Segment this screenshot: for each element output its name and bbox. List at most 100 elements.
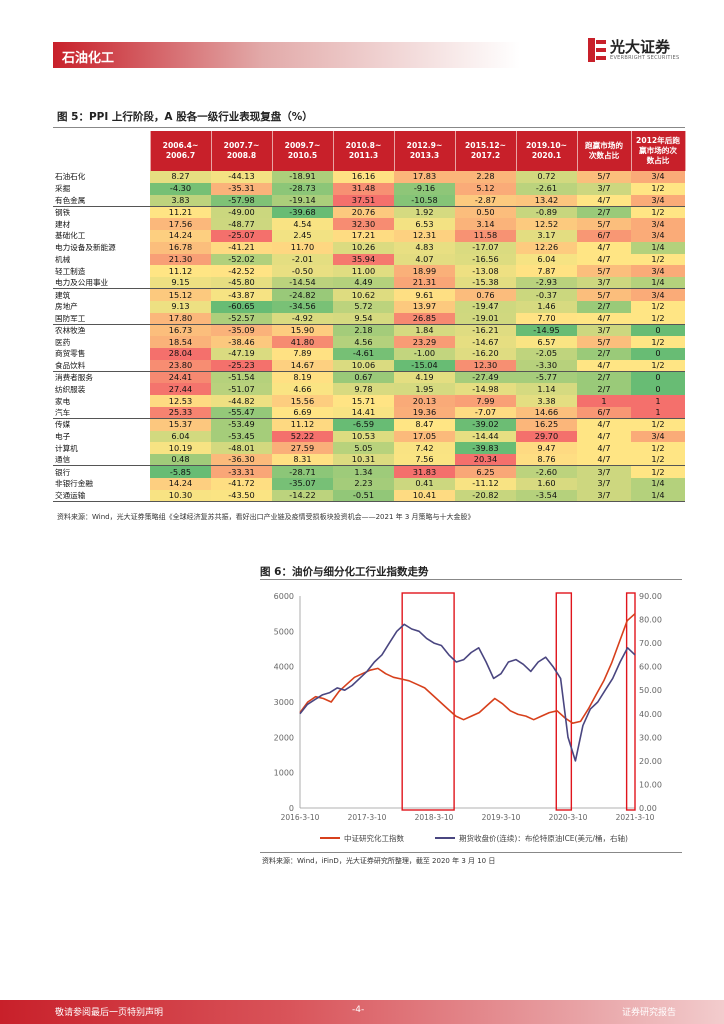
win-ratio-2012-cell: 0 (631, 323, 685, 337)
win-ratio-2012-cell: 1/4 (631, 489, 685, 502)
return-cell: 10.06 (333, 359, 394, 372)
table-row: 银行 -5.85 -33.31 -28.71 1.34 31.83 6.25 -2.60 3/7… (53, 465, 685, 478)
x-tick-label: 2021-3-10 (616, 813, 655, 822)
return-cell: 11.58 (455, 229, 516, 242)
return-cell: -51.54 (211, 371, 272, 384)
return-cell: 12.31 (394, 229, 455, 242)
table-row: 石油石化 8.27 -44.13 -18.91 16.16 17.83 2.28 0.72 5/… (53, 171, 685, 183)
return-cell: 7.56 (394, 454, 455, 466)
return-cell: -3.54 (516, 489, 577, 502)
win-ratio-cell: 2/7 (577, 205, 631, 219)
return-cell: 16.16 (333, 171, 394, 183)
figure6-rule (260, 579, 682, 580)
industry-name: 电力设备及新能源 (53, 241, 150, 254)
return-cell: 21.31 (394, 277, 455, 289)
return-cell: -60.65 (211, 300, 272, 313)
return-cell: 12.52 (516, 218, 577, 230)
win-ratio-cell: 6/7 (577, 229, 631, 242)
return-cell: -28.71 (272, 465, 333, 478)
return-cell: 21.30 (150, 253, 211, 266)
x-tick-label: 2016-3-10 (281, 813, 320, 822)
table-row: 食品饮料 23.80 -25.23 14.67 10.06 -15.04 12.30 -3.3… (53, 359, 685, 372)
return-cell: 52.22 (272, 430, 333, 443)
win-ratio-cell: 4/7 (577, 454, 631, 466)
industry-name: 机械 (53, 253, 150, 266)
return-cell: -39.02 (455, 418, 516, 431)
win-ratio-cell: 4/7 (577, 312, 631, 325)
win-ratio-cell: 3/7 (577, 277, 631, 289)
return-cell: 12.53 (150, 395, 211, 407)
return-cell: -43.87 (211, 288, 272, 301)
return-cell: 16.78 (150, 241, 211, 254)
return-cell: -36.30 (211, 454, 272, 466)
table-row: 钢铁 11.21 -49.00 -39.68 20.76 1.92 0.50 -0.89 2/7… (53, 205, 685, 219)
return-cell: 12.30 (455, 359, 516, 372)
win-ratio-2012-cell: 0 (631, 371, 685, 384)
industry-name: 汽车 (53, 406, 150, 419)
table-row: 机械 21.30 -52.02 -2.01 35.94 4.07 -16.56 6.04 4/7… (53, 253, 685, 266)
return-cell: -41.21 (211, 241, 272, 254)
section-label: 石油化工 (62, 51, 115, 66)
table-row: 电子 6.04 -53.45 52.22 10.53 17.05 -14.44 29.70 4/… (53, 430, 685, 443)
win-ratio-2012-cell: 3/4 (631, 194, 685, 207)
return-cell: 17.05 (394, 430, 455, 443)
table-row: 电力及公用事业 9.15 -45.80 -14.54 4.49 21.31 -15.38 -2… (53, 277, 685, 289)
return-cell: 1.34 (333, 465, 394, 478)
logo-subtitle: EVERBRIGHT SECURITIES (610, 55, 680, 61)
return-cell: 10.62 (333, 288, 394, 301)
return-cell: -16.20 (455, 347, 516, 360)
return-cell: -47.19 (211, 347, 272, 360)
return-cell: -5.85 (150, 465, 211, 478)
return-cell: 3.83 (150, 194, 211, 207)
win-ratio-2012-cell: 1 (631, 395, 685, 407)
return-cell: 41.80 (272, 336, 333, 348)
figure5-source: 资料来源：Wind，光大证券策略组《全球经济复苏共振，看好出口产业链及疫情受损板… (57, 513, 475, 521)
return-cell: -2.87 (455, 194, 516, 207)
x-tick-label: 2017-3-10 (348, 813, 387, 822)
return-cell: 3.38 (516, 395, 577, 407)
return-cell: 0.76 (455, 288, 516, 301)
return-cell: 0.50 (455, 205, 516, 219)
return-cell: -7.07 (455, 406, 516, 419)
return-cell: -14.22 (272, 489, 333, 502)
industry-name: 房地产 (53, 300, 150, 313)
return-cell: -19.01 (455, 312, 516, 325)
chart-area: 0 1000 2000 3000 4000 5000 6000 0.00 10.00 20.00 3… (260, 580, 682, 850)
win-ratio-cell: 4/7 (577, 418, 631, 431)
right-tick-label: 20.00 (639, 757, 662, 766)
return-cell: -2.05 (516, 347, 577, 360)
win-ratio-cell: 5/7 (577, 218, 631, 230)
win-ratio-cell: 6/7 (577, 406, 631, 419)
return-cell: 10.26 (333, 241, 394, 254)
return-cell: -48.01 (211, 442, 272, 455)
return-cell: 5.05 (333, 442, 394, 455)
table-row: 基础化工 14.24 -25.07 2.45 17.21 12.31 11.58 3.17 6/… (53, 229, 685, 242)
return-cell: 5.12 (455, 182, 516, 195)
industry-name: 传媒 (53, 418, 150, 431)
return-cell: -53.45 (211, 430, 272, 443)
table-row: 通信 0.48 -36.30 8.31 10.31 7.56 20.34 8.76 4/7 1/2 (53, 454, 685, 466)
win-ratio-2012-cell: 3/4 (631, 288, 685, 301)
right-tick-label: 30.00 (639, 733, 662, 742)
right-tick-label: 90.00 (639, 592, 662, 601)
return-cell: 35.94 (333, 253, 394, 266)
return-cell: 8.19 (272, 371, 333, 384)
return-cell: 23.80 (150, 359, 211, 372)
win-ratio-2012-cell: 3/4 (631, 229, 685, 242)
return-cell: 4.54 (272, 218, 333, 230)
return-cell: 17.56 (150, 218, 211, 230)
win-ratio-cell: 4/7 (577, 430, 631, 443)
return-cell: 11.00 (333, 265, 394, 278)
return-cell: -34.56 (272, 300, 333, 313)
win-ratio-2012-cell: 1/2 (631, 359, 685, 372)
return-cell: 9.47 (516, 442, 577, 455)
return-cell: 11.12 (272, 418, 333, 431)
table-row: 建筑 15.12 -43.87 -24.82 10.62 9.61 0.76 -0.37 5/7… (53, 288, 685, 301)
return-cell: 1.60 (516, 477, 577, 490)
return-cell: -57.98 (211, 194, 272, 207)
win-ratio-2012-cell: 1/2 (631, 454, 685, 466)
win-ratio-cell: 4/7 (577, 194, 631, 207)
win-ratio-cell: 3/7 (577, 477, 631, 490)
return-cell: 8.31 (272, 454, 333, 466)
return-cell: -39.68 (272, 205, 333, 219)
